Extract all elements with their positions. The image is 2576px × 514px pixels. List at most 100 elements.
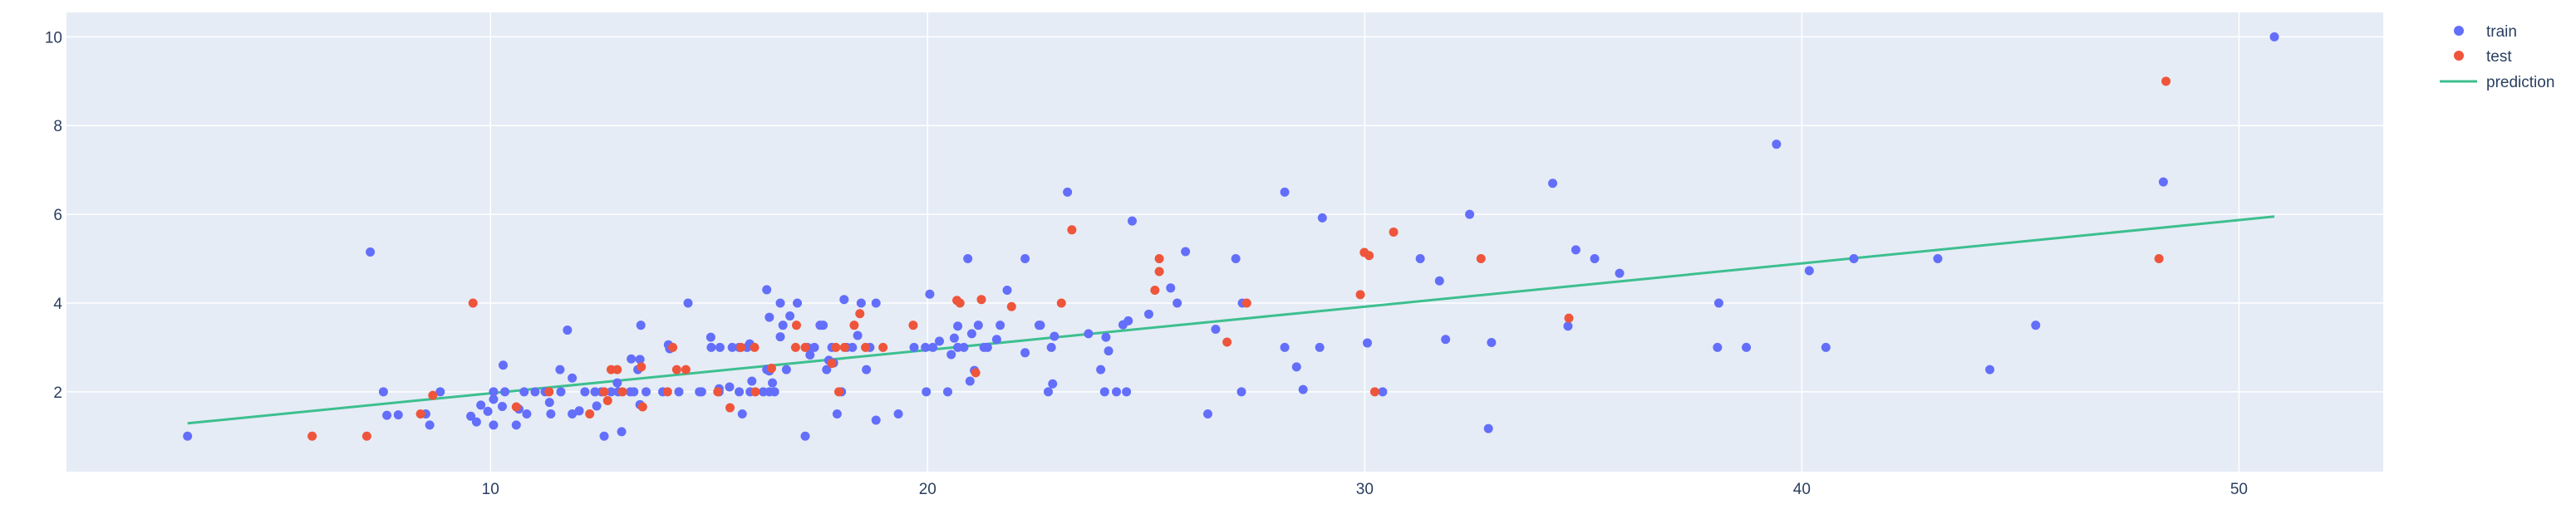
train-point	[471, 417, 481, 427]
train-point	[928, 342, 938, 352]
test-point	[599, 387, 609, 397]
train-point	[489, 394, 499, 404]
legend[interactable]: train test prediction	[2440, 23, 2554, 91]
test-point	[585, 409, 595, 419]
train-point	[544, 398, 554, 408]
train-point	[1172, 298, 1182, 308]
test-point	[671, 365, 681, 374]
train-point	[642, 387, 651, 397]
train-point	[183, 431, 193, 441]
test-point	[1476, 254, 1486, 264]
train-point	[737, 409, 747, 419]
test-point	[791, 321, 801, 330]
train-point	[476, 400, 486, 410]
train-point	[1202, 409, 1212, 419]
x-tick-label: 50	[2230, 481, 2248, 498]
train-point	[1050, 331, 1059, 341]
train-point	[991, 335, 1001, 345]
test-point	[2161, 76, 2171, 86]
train-point	[768, 378, 778, 388]
train-point	[2158, 177, 2168, 187]
train-point	[568, 409, 578, 419]
train-point	[511, 420, 521, 430]
legend-item-train[interactable]: train	[2454, 23, 2517, 41]
train-point	[1772, 140, 1782, 149]
train-point	[965, 376, 975, 386]
test-point	[790, 342, 800, 352]
test-point	[617, 387, 627, 397]
train-point	[1280, 342, 1290, 352]
test-point	[637, 402, 647, 412]
train-point	[893, 409, 903, 419]
train-point	[735, 387, 745, 397]
train-point	[1101, 332, 1111, 342]
legend-item-test[interactable]: test	[2454, 48, 2512, 66]
train-point	[1849, 254, 1859, 264]
test-point	[1150, 285, 1160, 295]
train-point	[966, 329, 976, 339]
train-point	[822, 365, 832, 374]
train-point	[1317, 213, 1327, 223]
test-point	[602, 396, 612, 406]
test-point	[878, 342, 888, 352]
train-point	[592, 401, 602, 411]
test-point	[1154, 254, 1164, 264]
legend-test-label: test	[2486, 48, 2512, 66]
test-point	[544, 387, 554, 397]
train-point	[483, 406, 493, 416]
train-point	[606, 387, 616, 397]
train-point	[727, 342, 737, 352]
test-point	[1564, 313, 1574, 323]
test-point	[713, 387, 723, 397]
train-point	[1143, 309, 1153, 319]
test-point	[955, 298, 965, 308]
legend-prediction-label: prediction	[2486, 74, 2554, 91]
train-point	[2269, 32, 2279, 42]
train-point	[1096, 365, 1106, 374]
train-point	[612, 378, 622, 388]
test-point	[1067, 225, 1077, 235]
train-point	[1434, 276, 1444, 286]
train-point	[435, 387, 445, 397]
test-point	[612, 365, 622, 374]
train-point	[568, 373, 578, 383]
train-point	[497, 401, 507, 411]
legend-item-prediction[interactable]: prediction	[2440, 74, 2554, 91]
train-point	[781, 365, 791, 374]
train-point	[1063, 187, 1073, 197]
train-point	[466, 411, 476, 421]
train-point	[995, 321, 1005, 330]
y-tick-label: 4	[53, 296, 62, 313]
train-point	[853, 330, 863, 340]
axis-tick-labels: 10 20 30 40 50 2 4 6 8 10	[45, 29, 2248, 498]
train-point	[946, 350, 956, 360]
train-point	[832, 409, 842, 419]
train-point	[599, 431, 609, 441]
test-point	[1006, 301, 1016, 311]
train-point	[1046, 342, 1056, 352]
test-point	[1056, 298, 1066, 308]
plot-background	[66, 12, 2383, 472]
x-tick-label: 20	[919, 481, 937, 498]
train-point	[1127, 216, 1137, 226]
train-point	[1166, 283, 1176, 293]
train-point	[1099, 387, 1109, 397]
train-point	[580, 387, 590, 397]
train-point	[1821, 342, 1831, 352]
test-point	[668, 342, 678, 352]
train-point	[1465, 209, 1475, 219]
train-point	[909, 342, 919, 352]
train-point	[636, 321, 646, 330]
train-point	[725, 382, 735, 392]
test-point	[849, 321, 859, 330]
train-point	[522, 409, 532, 419]
train-point	[366, 247, 376, 257]
legend-train-marker	[2454, 26, 2464, 36]
train-point	[862, 365, 872, 374]
test-point	[1154, 267, 1164, 277]
train-point	[1181, 247, 1191, 257]
train-point	[500, 387, 510, 397]
train-point	[1122, 387, 1132, 397]
train-point	[769, 387, 779, 397]
test-point	[1364, 251, 1374, 261]
